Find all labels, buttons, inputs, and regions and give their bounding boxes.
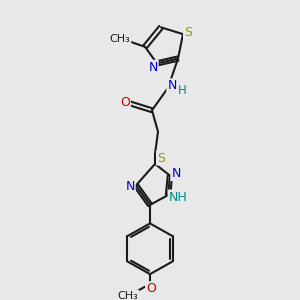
Text: N: N [167, 80, 177, 92]
Text: N: N [171, 167, 181, 180]
Text: S: S [184, 26, 192, 39]
Text: O: O [120, 96, 130, 109]
Text: O: O [146, 282, 156, 295]
Text: CH₃: CH₃ [110, 34, 130, 44]
Text: N: N [125, 180, 135, 193]
Text: NH: NH [169, 190, 188, 204]
Text: CH₃: CH₃ [118, 291, 138, 300]
Text: N: N [148, 61, 158, 74]
Text: H: H [178, 84, 186, 97]
Text: S: S [157, 152, 165, 165]
